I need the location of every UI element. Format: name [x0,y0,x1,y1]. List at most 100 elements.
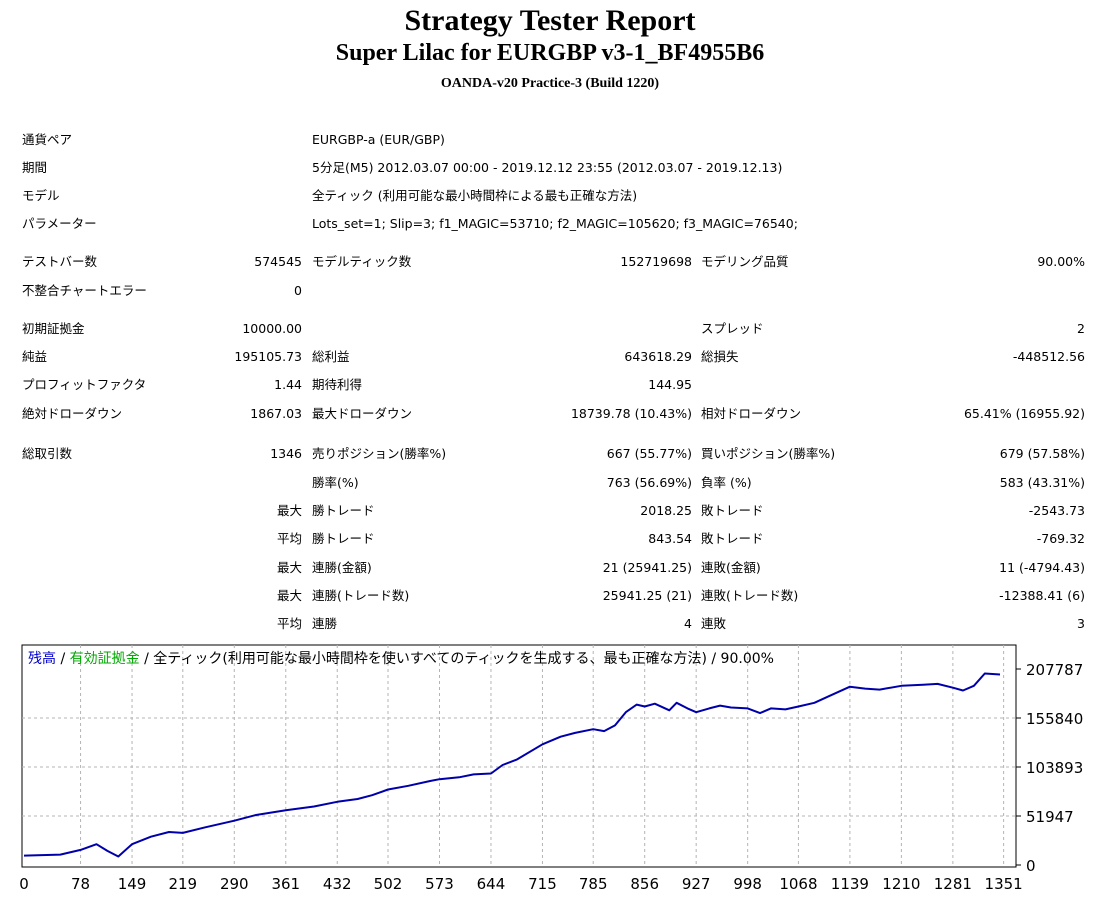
stat-label: 最大ドローダウン [312,406,413,421]
setting-value: Lots_set=1; Slip=3; f1_MAGIC=53710; f2_M… [312,216,798,231]
stat-value: 21 (25941.25) [602,560,692,575]
stat-label: 連敗(トレード数) [701,588,799,603]
stat-label: 連敗 [701,616,727,631]
stat-value: 1.44 [274,377,302,392]
x-tick-label: 998 [733,875,762,893]
legend-entry: / 全ティック(利用可能な最小時間枠を使いすべてのティックを生成する、最も正確な… [140,650,774,667]
setting-value: 5分足(M5) 2012.03.07 00:00 - 2019.12.12 23… [312,160,783,175]
stat-label: 不整合チャートエラー [22,283,147,298]
stat-value: 667 (55.77%) [606,446,692,461]
balance-chart: 207787 155840 103893 51947 0 0 78 149 219 290 361 4… [18,643,1098,901]
stat-value: 3 [1077,616,1085,631]
y-tick-label: 0 [1026,857,1036,875]
x-tick-label: 78 [71,875,90,893]
stat-label: モデルティック数 [312,254,412,269]
x-tick-label: 149 [118,875,147,893]
balance-line [23,672,1001,858]
setting-label: モデル [22,188,60,203]
x-tick-label: 502 [374,875,403,893]
x-tick-label: 1210 [882,875,920,893]
report-subtitle: Super Lilac for EURGBP v3-1_BF4955B6 [335,40,765,66]
stat-value: 1346 [270,446,302,461]
x-tick-label: 219 [168,875,197,893]
stat-value: 10000.00 [242,321,302,336]
stat-value: 574545 [254,254,302,269]
stat-value: 144.95 [648,377,692,392]
setting-value: 全ティック (利用可能な最小時間枠による最も正確な方法) [312,188,638,203]
stat-label: 絶対ドローダウン [22,406,123,421]
stat-label: 勝率(%) [312,475,359,490]
stat-value: 195105.73 [234,349,302,364]
stat-value: 2018.25 [640,503,692,518]
setting-label: 期間 [22,160,48,175]
x-tick-label: 927 [682,875,711,893]
stat-label: 連敗(金額) [701,560,761,575]
x-tick-label: 432 [323,875,352,893]
stat-value: -12388.41 (6) [999,588,1085,603]
stat-value: 平均 [276,531,302,546]
stat-label: 買いポジション(勝率%) [701,446,836,461]
report-server: OANDA-v20 Practice-3 (Build 1220) [440,76,660,91]
report-title: Strategy Tester Report [404,4,696,37]
setting-label: パラメーター [22,216,97,231]
x-tick-label: 715 [528,875,557,893]
x-tick-label: 361 [271,875,300,893]
legend-entry: 残高 [28,650,56,667]
stat-value: 763 (56.69%) [606,475,692,490]
stat-value: 11 (-4794.43) [999,560,1085,575]
chart-legend: 残高 / 有効証拠金 / 全ティック(利用可能な最小時間枠を使いすべてのティック… [28,650,774,667]
x-tick-label: 856 [630,875,659,893]
stat-value: 2 [1077,321,1085,336]
stat-value: 643618.29 [624,349,692,364]
y-tick-label: 103893 [1026,759,1083,777]
legend-entry: 有効証拠金 [70,651,140,667]
stat-value: 583 (43.31%) [999,475,1085,490]
x-tick-label: 1139 [831,875,869,893]
stat-label: 連勝(金額) [312,560,372,575]
stat-label: スプレッド [701,321,764,336]
stat-value: 65.41% (16955.92) [963,406,1085,421]
y-tick-label: 207787 [1026,661,1083,679]
stat-label: 売りポジション(勝率%) [312,446,447,461]
stat-value: 4 [684,616,692,631]
stat-label: 初期証拠金 [22,321,85,336]
x-tick-label: 785 [579,875,608,893]
x-tick-label: 290 [220,875,249,893]
x-tick-label: 1281 [934,875,972,893]
legend-entry: / [56,651,70,667]
stat-label: 連勝 [312,616,338,631]
stat-label: 純益 [22,349,48,364]
stat-label: 敗トレード [701,531,764,546]
stat-label: テストバー数 [22,254,98,269]
stat-label: 敗トレード [701,503,764,518]
stat-value: 843.54 [648,531,692,546]
stat-label: 総取引数 [22,446,73,461]
stat-label: 期待利得 [312,377,363,392]
stat-label: 勝トレード [312,531,375,546]
stat-label: 勝トレード [312,503,375,518]
x-tick-label: 644 [477,875,506,893]
stat-value: -448512.56 [1012,349,1085,364]
stat-label: 総利益 [312,349,350,364]
stat-value: 90.00% [1037,254,1085,269]
stat-value: 1867.03 [250,406,302,421]
plot-frame [21,644,1017,868]
stat-value: 最大 [276,503,302,518]
stat-value: 最大 [276,560,302,575]
stat-value: 152719698 [620,254,692,269]
x-tick-label: 1068 [779,875,817,893]
y-tick-label: 155840 [1026,710,1083,728]
x-tick-label: 573 [425,875,454,893]
stat-value: 25941.25 (21) [602,588,692,603]
stat-value: -769.32 [1036,531,1085,546]
stat-label: モデリング品質 [701,254,789,269]
stat-value: 最大 [276,588,302,603]
stat-label: 負率 (%) [701,475,752,490]
stat-label: 連勝(トレード数) [312,588,410,603]
stat-value: 679 (57.58%) [999,446,1085,461]
stat-value: 18739.78 (10.43%) [570,406,692,421]
setting-value: EURGBP-a (EUR/GBP) [312,132,445,147]
stat-value: 平均 [276,616,302,631]
stat-value: 0 [294,283,302,298]
y-tick-label: 51947 [1026,808,1074,826]
